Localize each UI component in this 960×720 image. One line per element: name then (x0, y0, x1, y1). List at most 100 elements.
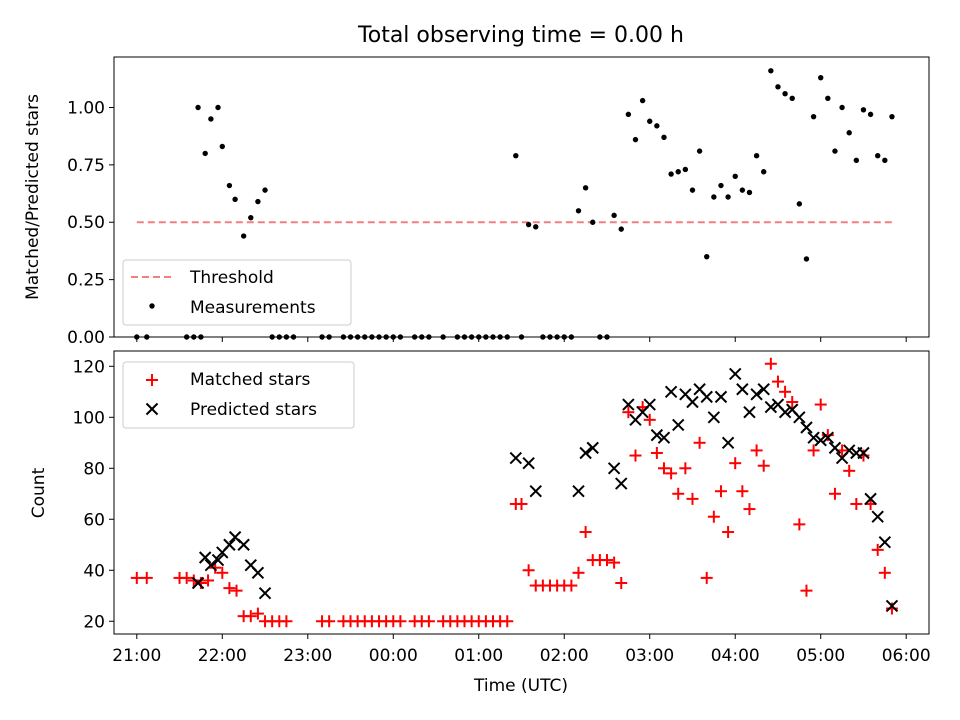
measurement-point (618, 226, 624, 232)
matched-stars-point (251, 607, 264, 620)
measurement-point (682, 166, 689, 173)
matched-stars-point (565, 579, 578, 592)
matched-stars-point (779, 385, 792, 398)
predicted-stars-point (686, 395, 699, 409)
predicted-stars-point (657, 431, 671, 444)
chart-title: Total observing time = 0.00 h (357, 23, 684, 48)
measurement-point (867, 111, 874, 118)
matched-stars-point (814, 398, 827, 411)
matched-stars-point (202, 574, 215, 587)
matched-stars-point (223, 582, 236, 595)
measurement-point (202, 150, 208, 157)
measurement-point (661, 134, 667, 141)
measurement-point (675, 169, 681, 175)
x-tick-label: 03:00 (625, 646, 674, 666)
y-tick-label: 80 (83, 459, 105, 479)
matched-stars-point (729, 457, 742, 470)
matched-stars-point (657, 462, 670, 475)
predicted-stars-point (793, 411, 806, 424)
predicted-stars-point (807, 431, 820, 444)
measurement-point (461, 334, 468, 340)
x-tick-label: 02:00 (540, 646, 589, 666)
matched-stars-point (878, 566, 891, 579)
matched-stars-point (750, 444, 763, 457)
x-tick-label: 00:00 (369, 646, 418, 666)
measurement-point (746, 189, 753, 196)
measurement-point (753, 152, 760, 159)
measurement-point (732, 173, 738, 180)
matched-stars-point (843, 464, 856, 477)
measurement-point (454, 334, 461, 340)
predicted-stars-point (864, 492, 877, 506)
predicted-stars-point (764, 400, 778, 414)
matched-stars-point (216, 566, 229, 579)
measurement-point (711, 194, 717, 200)
y-tick-label: 0.25 (67, 271, 105, 291)
measurement-point (262, 187, 268, 193)
measurement-point (582, 185, 589, 191)
measurement-point (611, 212, 617, 219)
predicted-stars-point (198, 551, 212, 564)
predicted-stars-point (871, 510, 884, 523)
measurement-point (761, 169, 767, 175)
matched-stars-point (764, 357, 777, 370)
measurement-point (846, 130, 852, 136)
measurement-point (625, 111, 632, 118)
legend-measurements-swatch (149, 303, 155, 309)
matched-stars-point (629, 449, 642, 462)
measurement-point (419, 334, 425, 340)
measurement-point (518, 334, 525, 340)
top-y-axis-label: Matched/Predicted stars (23, 94, 43, 300)
measurement-point (632, 136, 639, 143)
measurement-point (226, 182, 233, 189)
measurement-point (369, 334, 375, 340)
measurement-point (426, 334, 432, 340)
predicted-stars-point (258, 587, 272, 600)
matched-stars-point (821, 429, 834, 442)
matched-stars-point (515, 497, 528, 510)
measurement-point (504, 334, 510, 340)
y-tick-label: 1.00 (67, 98, 105, 118)
matched-stars-point (323, 615, 336, 628)
measurement-point (889, 113, 895, 120)
legend-threshold-label: Threshold (189, 268, 274, 288)
predicted-stars-point (721, 436, 735, 449)
matched-stars-point (230, 584, 243, 597)
measurement-point (483, 334, 489, 340)
measurement-point (604, 334, 610, 340)
bottom-y-axis-label: Count (29, 467, 49, 518)
matched-stars-point (771, 375, 784, 388)
bottom-legend: Matched stars Predicted stars (122, 361, 355, 429)
matched-stars-point (572, 566, 585, 579)
measurement-point (696, 148, 703, 154)
measurement-point (725, 194, 731, 200)
y-tick-label: 120 (73, 357, 105, 377)
predicted-stars-point (522, 456, 535, 470)
legend-predicted-label: Predicted stars (190, 400, 317, 420)
measurement-point (144, 334, 150, 340)
measurement-point (191, 334, 197, 340)
matched-stars-point (140, 571, 153, 584)
matched-stars-point (672, 487, 685, 500)
predicted-stars-point (707, 411, 721, 424)
matched-stars-point (650, 446, 663, 459)
matched-stars-point (714, 485, 727, 498)
bottom-y-ticks: 20 40 60 80 100 120 (73, 357, 114, 632)
measurement-point (376, 334, 382, 340)
measurement-point (775, 84, 781, 90)
measurement-point (647, 118, 653, 124)
bottom-panel: 20 40 60 80 100 120 21:00 22:00 23:00 00:00 01:00… (29, 350, 931, 696)
top-y-ticks: 0.00 0.25 0.50 0.75 1.00 (67, 98, 114, 348)
predicted-stars-point (509, 451, 523, 465)
matched-stars-point (850, 497, 863, 510)
x-tick-label: 04:00 (711, 646, 760, 666)
measurement-point (639, 97, 646, 104)
measurement-point (818, 74, 824, 81)
measurement-point (810, 113, 817, 120)
measurement-point (789, 95, 795, 102)
measurement-point (796, 201, 803, 207)
bottom-plot-frame (113, 350, 930, 635)
predicted-stars-point (743, 405, 756, 419)
predicted-stars-point (843, 444, 856, 457)
